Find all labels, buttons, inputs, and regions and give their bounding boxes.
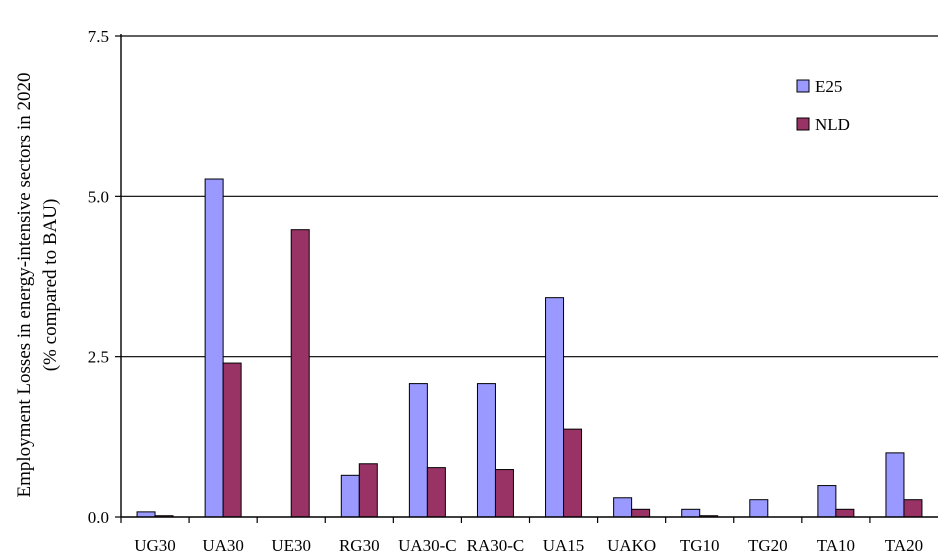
- bar-nld-uako: [631, 508, 651, 518]
- axes: [115, 34, 938, 523]
- x-tick-label-tg10: TG10: [680, 536, 720, 555]
- x-tick-label-ra30-c: RA30-C: [467, 536, 525, 555]
- x-tick-label-ta20: TA20: [885, 536, 923, 555]
- bar-nld-rg30: [358, 463, 378, 518]
- x-tick-label-ug30: UG30: [134, 536, 176, 555]
- bar-nld-ta10: [835, 508, 855, 518]
- bar-nld-ua30-c: [426, 467, 446, 518]
- legend-swatch-nld: [796, 117, 810, 131]
- legend-label-nld: NLD: [815, 115, 850, 134]
- y-tick-label-5-0: 5.0: [88, 187, 109, 206]
- tick-labels: 0.0 2.5 5.0 7.5 UG30 UA30 UE30 RG30 UA30-C RA30-C…: [88, 27, 923, 555]
- bar-nld-ua30: [222, 362, 242, 518]
- gridlines: [121, 35, 938, 358]
- bar-e25-ta10: [817, 485, 837, 518]
- bar-e25-rg30: [340, 474, 360, 518]
- x-tick-label-uako: UAKO: [607, 536, 656, 555]
- bar-nld-ta20: [903, 499, 923, 518]
- bar-e25-ug30: [136, 511, 156, 518]
- legend-label-e25: E25: [815, 77, 842, 96]
- y-axis-title-line1: Employment Losses in energy-intensive se…: [14, 73, 35, 498]
- x-tick-label-rg30: RG30: [339, 536, 380, 555]
- x-tick-label-ua30-c: UA30-C: [398, 536, 457, 555]
- y-tick-label-2-5: 2.5: [88, 348, 109, 367]
- bar-e25-uako: [613, 497, 633, 518]
- y-tick-label-0-0: 0.0: [88, 508, 109, 527]
- bar-e25-ua15: [545, 297, 565, 518]
- bar-nld-ra30-c: [494, 469, 514, 518]
- x-tick-label-ue30: UE30: [271, 536, 311, 555]
- bar-e25-tg10: [681, 508, 701, 518]
- bar-e25-ua30: [204, 178, 224, 518]
- bar-nld-ua15: [563, 428, 583, 518]
- y-axis-title-line2: (% compared to BAU): [40, 199, 61, 372]
- x-tick-label-ua15: UA15: [543, 536, 585, 555]
- x-tick-label-ta10: TA10: [817, 536, 855, 555]
- legend-swatch-e25: [796, 79, 810, 93]
- bar-e25-tg20: [749, 499, 769, 518]
- bar-e25-ra30-c: [476, 383, 496, 518]
- bar-nld-ue30: [290, 229, 310, 518]
- bar-e25-ta20: [885, 452, 905, 518]
- y-tick-label-7-5: 7.5: [88, 27, 109, 46]
- bar-e25-ua30-c: [408, 383, 428, 518]
- bars: [136, 178, 923, 518]
- x-tick-label-ua30: UA30: [202, 536, 244, 555]
- legend: E25 NLD: [796, 77, 850, 134]
- x-tick-label-tg20: TG20: [748, 536, 788, 555]
